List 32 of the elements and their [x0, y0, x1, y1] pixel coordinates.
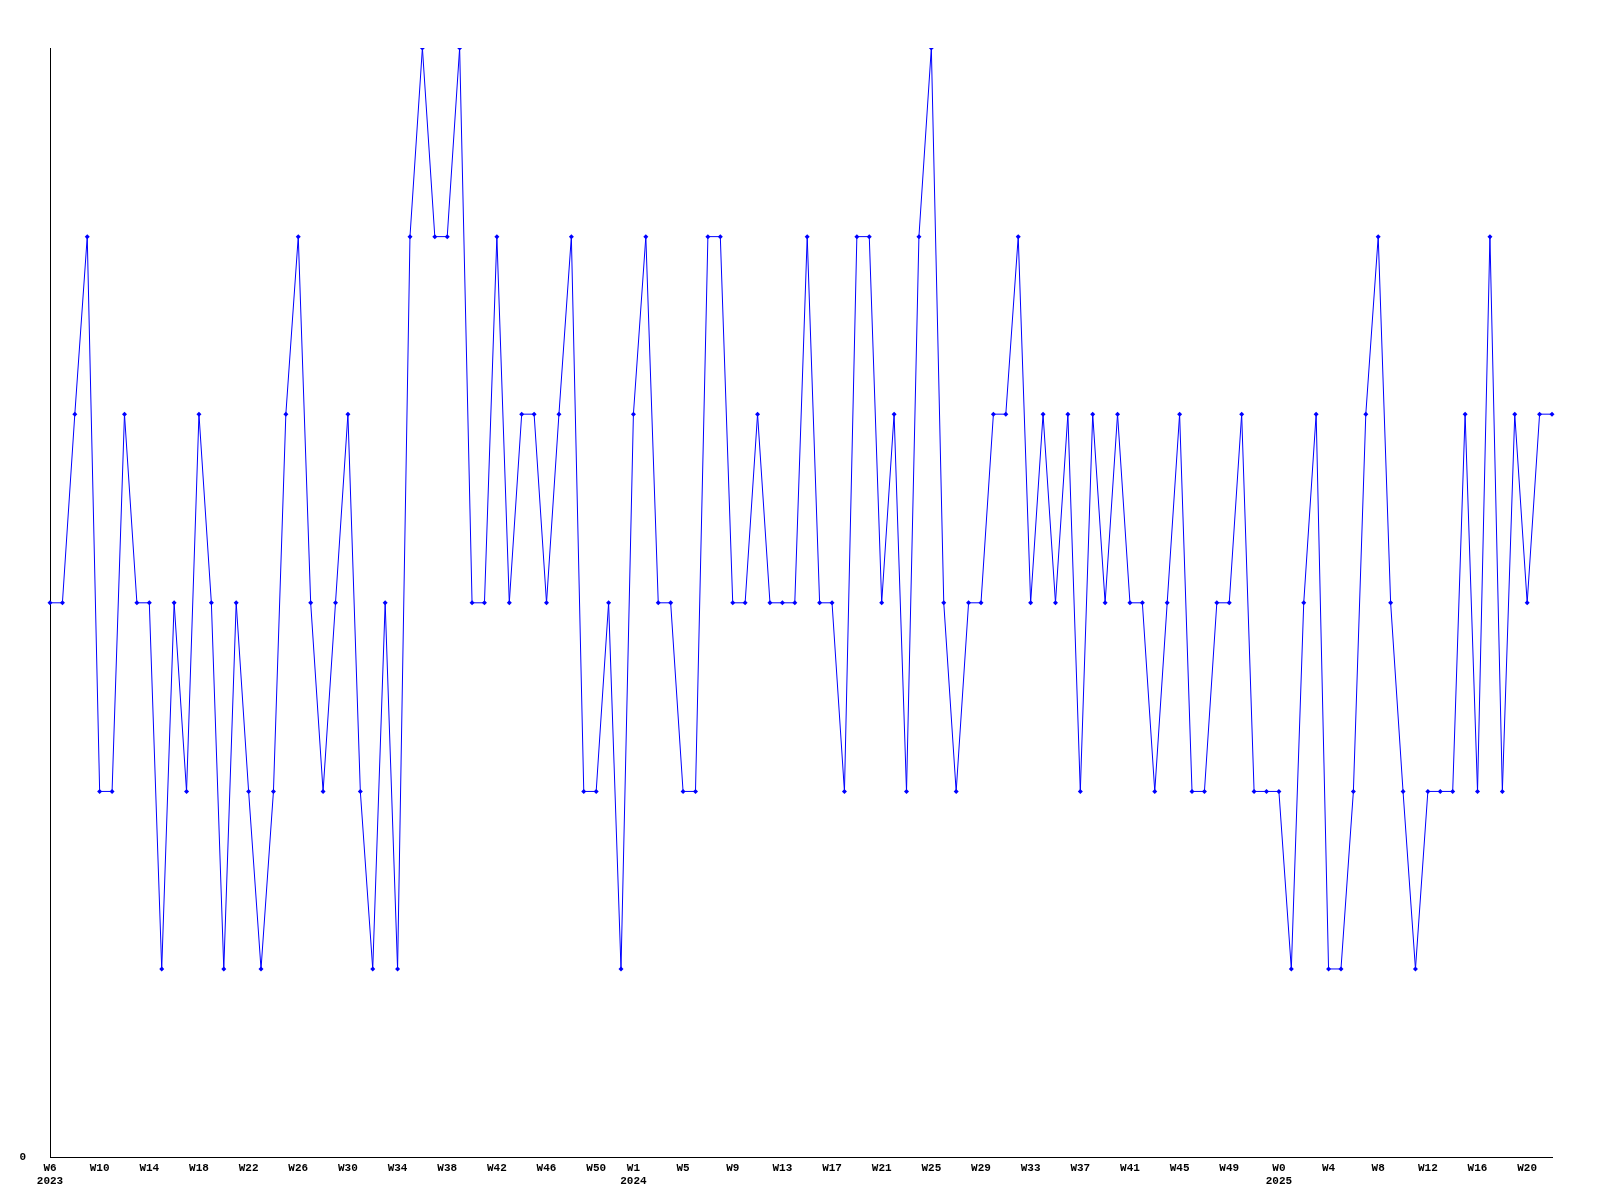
- x-tick-label: W20: [1517, 1161, 1538, 1174]
- x-tick-label: W29: [971, 1161, 991, 1174]
- x-tick-label: W16: [1467, 1161, 1488, 1174]
- x-tick-label: W25: [921, 1161, 942, 1174]
- x-tick-label: W38: [437, 1161, 458, 1174]
- x-tick-label: W9: [726, 1161, 740, 1174]
- x-tick-label: W14: [139, 1161, 160, 1174]
- x-tick-label: W26: [288, 1161, 309, 1174]
- x-tick-label: W37: [1070, 1161, 1091, 1174]
- x-tick-label: W49: [1219, 1161, 1240, 1174]
- x-tick-label: W1 2024: [620, 1161, 648, 1188]
- x-tick-label: W33: [1020, 1161, 1041, 1174]
- x-tick-label: W10: [89, 1161, 110, 1174]
- x-tick-label: W17: [822, 1161, 842, 1174]
- x-tick-label: W50: [586, 1161, 607, 1174]
- x-tick-label: W5: [676, 1161, 691, 1174]
- x-tick-label: W8: [1371, 1161, 1386, 1174]
- x-tick-label: W4: [1321, 1161, 1336, 1174]
- text: 0: [19, 1151, 26, 1164]
- x-tick-label: W0 2025: [1265, 1161, 1293, 1188]
- x-tick-label: W34: [387, 1161, 408, 1174]
- x-tick-label: W46: [536, 1161, 557, 1174]
- x-tick-label: W30: [338, 1161, 358, 1174]
- x-tick-label: W21: [871, 1161, 892, 1174]
- x-tick-label: W12: [1417, 1161, 1438, 1174]
- x-tick-label: W42: [486, 1161, 507, 1174]
- x-tick-label: W13: [772, 1161, 793, 1174]
- x-tick-label: W45: [1169, 1161, 1190, 1174]
- x-tick-label: W22: [238, 1161, 259, 1174]
- x-tick-label: W6 2023: [36, 1161, 64, 1188]
- x-tick-label: W41: [1120, 1161, 1141, 1174]
- x-tick-label: W18: [189, 1161, 210, 1174]
